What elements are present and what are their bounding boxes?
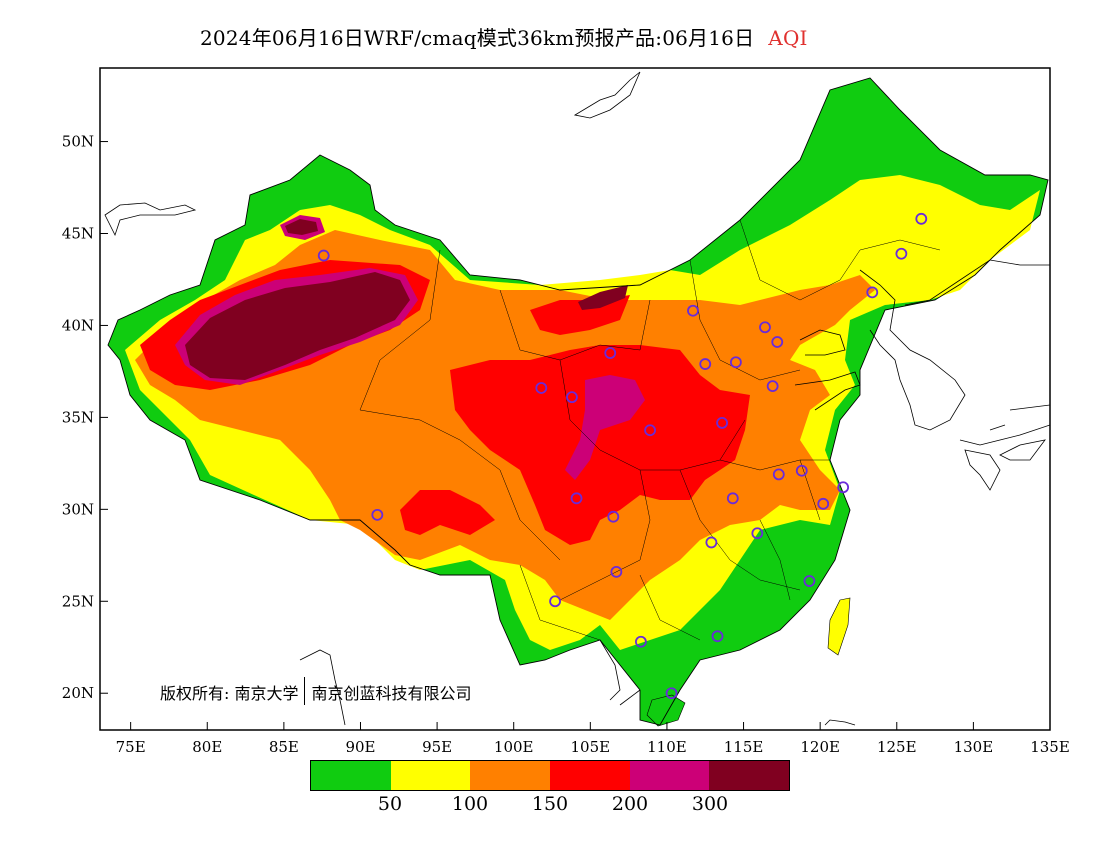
city-station-marker [837,481,850,494]
lat-tick-label: 20N [62,684,94,702]
region-maroon [185,272,410,380]
city-station-marker [729,356,742,369]
copyright-note: 版权所有: 南京大学 南京创蓝科技有限公司 [160,676,472,709]
city-station-marker [607,510,620,523]
city-station-marker [644,424,656,437]
color-legend [310,760,790,791]
lon-tick-label: 90E [345,738,375,756]
lat-tick-label: 50N [62,133,94,151]
legend-swatch [470,761,551,790]
lon-tick-label: 75E [116,738,146,756]
map-fill-layer [104,71,1050,727]
legend-label: 50 [377,793,403,815]
lon-tick-label: 100E [494,738,534,756]
legend-swatch [550,761,630,790]
map-frame [99,67,1051,731]
lat-tick-label: 30N [62,500,94,518]
lon-tick-label: 125E [877,738,917,756]
legend-label: 300 [691,793,729,815]
city-station-marker [549,595,561,608]
taiwan-island [827,597,851,656]
city-station-marker [634,635,647,648]
city-station-marker [371,508,384,521]
lon-tick-label: 105E [571,738,611,756]
lat-tick-label: 35N [62,408,94,426]
lon-tick-label: 120E [800,738,840,756]
china-border [107,77,1049,726]
lon-tick-label: 80E [192,738,222,756]
province-borders [359,219,941,641]
city-station-marker [771,336,784,348]
city-station-marker [699,358,712,370]
city-station-marker [716,417,728,429]
city-station-marker [711,630,724,643]
legend-swatch [311,761,391,790]
legend-label: 200 [611,793,649,815]
station-markers [317,212,928,700]
city-station-marker [687,304,699,317]
city-station-marker [895,247,908,260]
lon-tick-label: 95E [422,738,452,756]
city-station-marker [570,492,583,505]
title-main: 2024年06月16日WRF/cmaq模式36km预报产品:06月16日 [200,26,755,50]
lon-ticks: 75E 80E 85E 90E 95E 100E 105E 110E 115E 120E 125E 1… [116,722,1070,756]
city-station-marker [803,575,816,587]
city-station-marker [726,492,739,505]
city-station-marker [795,464,808,477]
region-maroon-3 [578,285,628,310]
lon-tick-label: 110E [647,738,687,756]
region-maroon-2 [285,219,318,235]
legend-label: 100 [451,793,489,815]
lat-ticks: 20N 25N 30N 35N 40N 45N 50N [62,133,108,702]
copyright-separator [304,676,306,705]
coastlines [104,71,1050,726]
legend-swatch [390,761,471,790]
city-station-marker [665,687,678,700]
city-station-marker [566,391,578,404]
title-aqi: AQI [768,26,808,50]
city-station-marker [817,497,830,510]
copyright-left: 版权所有: 南京大学 [160,684,299,703]
city-station-marker [610,565,623,578]
city-station-marker [772,468,785,481]
legend-swatch [629,761,710,790]
city-station-marker [751,527,764,540]
lon-tick-label: 85E [269,738,299,756]
lat-tick-label: 40N [62,316,94,334]
city-station-marker [759,321,771,334]
legend-swatch [709,761,790,790]
region-red [450,345,750,545]
lon-tick-label: 135E [1030,738,1070,756]
region-magenta-2 [565,375,645,480]
copyright-right: 南京创蓝科技有限公司 [311,684,472,703]
city-station-marker [317,249,330,262]
lon-tick-label: 115E [724,738,764,756]
lon-tick-label: 130E [954,738,994,756]
hainan-island [646,694,686,727]
city-station-marker [766,380,779,393]
region-red-2 [400,490,495,535]
lat-tick-label: 25N [62,592,94,610]
legend-label: 150 [531,793,569,815]
city-station-marker [535,382,548,394]
city-station-marker [915,212,928,225]
city-station-marker [866,286,879,299]
city-station-marker [604,347,617,359]
map-title: 2024年06月16日WRF/cmaq模式36km预报产品:06月16日 AQI [200,22,808,51]
lat-tick-label: 45N [62,225,94,243]
city-station-marker [705,536,718,549]
